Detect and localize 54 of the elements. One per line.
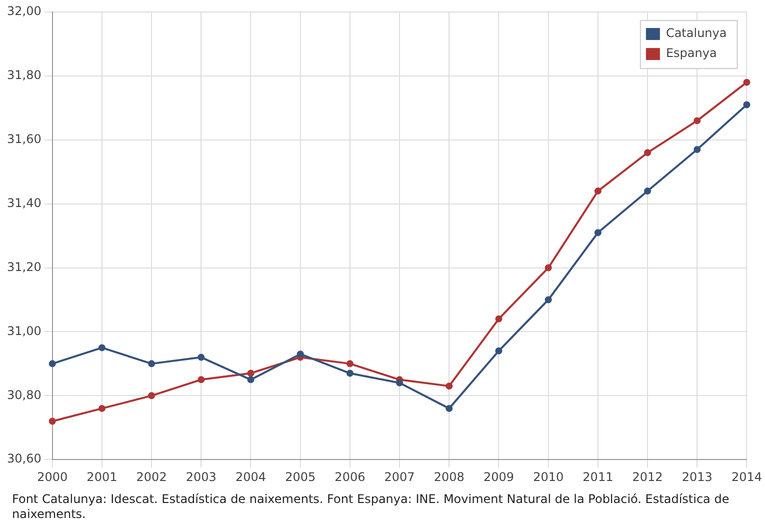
point bbox=[594, 188, 602, 195]
x-tick-label: 2013 bbox=[682, 470, 712, 484]
point bbox=[694, 117, 701, 124]
legend-label: Espanya bbox=[666, 46, 717, 60]
x-tick-label: 2002 bbox=[136, 470, 167, 484]
text: Font Catalunya: Idescat. Estadística de naixements. Font Espanya: INE. Moviment Natural de la Població. Estadística de naixements. bbox=[12, 492, 730, 522]
point bbox=[743, 78, 750, 86]
point bbox=[296, 350, 304, 358]
y-tick-label: 31,20 bbox=[6, 260, 42, 274]
point bbox=[48, 418, 56, 425]
y-tick-label: 31,80 bbox=[6, 68, 42, 82]
point bbox=[743, 101, 750, 108]
legend-label: Catalunya bbox=[666, 26, 727, 40]
point bbox=[198, 354, 205, 361]
point bbox=[594, 229, 602, 236]
y-tick-label: 32,00 bbox=[6, 4, 42, 18]
y-tick-label: 30,60 bbox=[6, 452, 42, 466]
x-tick-label: 2001 bbox=[86, 470, 118, 484]
y-tick-label: 31,40 bbox=[6, 196, 42, 210]
x-tick-label: 2012 bbox=[632, 470, 663, 484]
point bbox=[98, 404, 106, 412]
point bbox=[544, 264, 552, 272]
point bbox=[644, 188, 652, 195]
point bbox=[198, 376, 205, 384]
y-tick-label: 30,80 bbox=[6, 388, 42, 402]
point bbox=[495, 315, 502, 322]
point bbox=[148, 392, 156, 400]
point bbox=[644, 149, 652, 156]
point bbox=[148, 360, 156, 368]
y-tick-label: 31,00 bbox=[6, 324, 42, 338]
point bbox=[346, 360, 354, 368]
point bbox=[544, 296, 552, 304]
point bbox=[247, 376, 254, 384]
x-tick-label: 2014 bbox=[731, 470, 762, 484]
point bbox=[396, 379, 404, 386]
x-tick-label: 2008 bbox=[434, 470, 464, 484]
y-tick-label: 31,60 bbox=[6, 132, 42, 146]
x-tick-label: 2003 bbox=[186, 470, 216, 484]
x-tick-label: 2006 bbox=[334, 470, 366, 484]
x-tick-label: 2011 bbox=[582, 470, 614, 484]
x-tick-label: 2009 bbox=[483, 470, 514, 484]
point bbox=[346, 370, 354, 377]
x-tick-label: 2007 bbox=[384, 470, 415, 484]
x-tick-label: 2010 bbox=[533, 470, 564, 484]
x-tick-label: 2000 bbox=[37, 470, 68, 484]
point bbox=[98, 344, 106, 352]
point bbox=[495, 347, 502, 354]
point bbox=[694, 146, 701, 153]
point bbox=[446, 382, 453, 390]
point bbox=[48, 360, 56, 368]
point bbox=[446, 404, 453, 412]
x-tick-label: 2004 bbox=[235, 470, 266, 484]
point bbox=[247, 370, 254, 377]
x-tick-label: 2005 bbox=[285, 470, 316, 484]
